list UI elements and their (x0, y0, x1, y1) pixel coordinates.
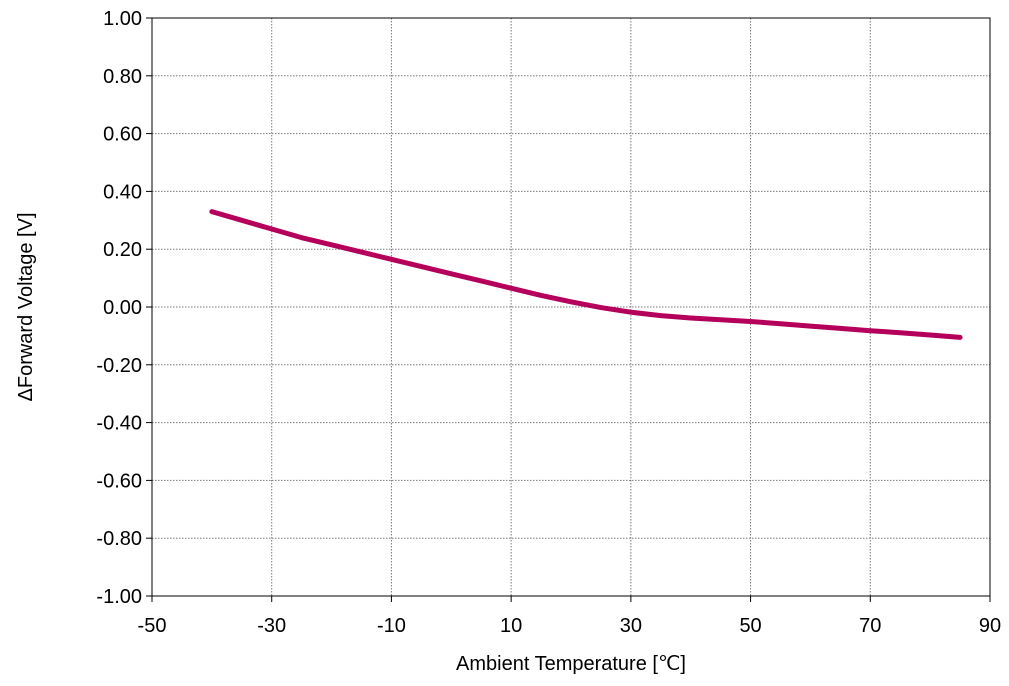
y-tick-label: 0.60 (103, 124, 142, 146)
x-axis-title: Ambient Temperature [℃] (456, 653, 686, 675)
x-tick-label: 70 (859, 615, 881, 637)
y-tick-label: 0.40 (103, 181, 142, 203)
series-layer (209, 209, 963, 340)
tick-labels: -50 -30 -10 10 30 50 70 90 1.00 0.80 0.60 0.40 0.20 0… (96, 8, 1001, 637)
y-tick-label: 0.80 (103, 66, 142, 88)
x-tick-label: 30 (620, 615, 642, 637)
y-tick-label: -0.80 (96, 528, 142, 550)
y-tick-label: -1.00 (96, 586, 142, 608)
x-tick-label: -10 (377, 615, 406, 637)
y-tick-label: -0.40 (96, 413, 142, 435)
x-tick-label: 10 (500, 615, 522, 637)
x-tick-label: -50 (138, 615, 167, 637)
y-tick-label: -0.60 (96, 470, 142, 492)
x-tick-label: 50 (739, 615, 761, 637)
axis-ticks (146, 17, 991, 602)
series-line (209, 209, 963, 340)
y-axis-title: ΔForward Voltage [V] (15, 212, 37, 401)
y-tick-label: 0.20 (103, 239, 142, 261)
x-tick-label: -30 (257, 615, 286, 637)
y-tick-label: 0.00 (103, 297, 142, 319)
x-tick-label: 90 (979, 615, 1001, 637)
grid (152, 18, 990, 596)
y-tick-label: 1.00 (103, 8, 142, 30)
y-tick-label: -0.20 (96, 355, 142, 377)
